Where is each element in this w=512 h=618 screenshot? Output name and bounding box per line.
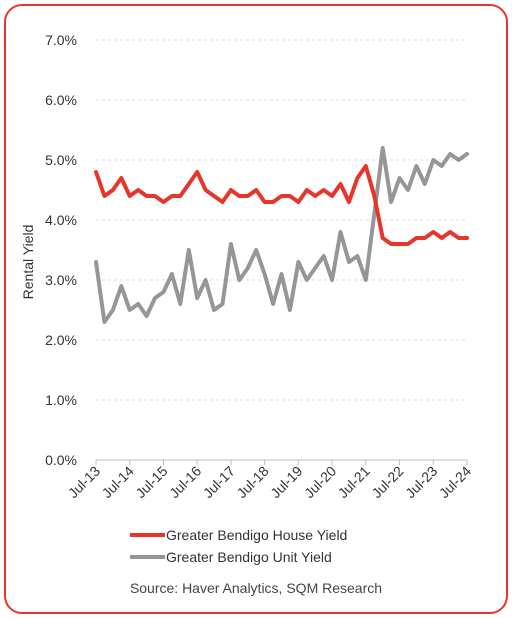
y-tick-label: 1.0%: [45, 392, 77, 408]
x-tick-label: Jul-19: [267, 463, 305, 501]
x-tick-label: Jul-14: [99, 463, 137, 501]
grid-lines: [96, 39, 467, 461]
unit-yield-line: [94, 146, 469, 324]
y-tick-label: 7.0%: [45, 32, 77, 48]
y-tick-label: 3.0%: [45, 272, 77, 288]
x-tick-label: Jul-18: [233, 463, 271, 501]
y-axis-ticks: 0.0% 1.0% 2.0% 3.0% 4.0% 5.0% 6.0% 7.0%: [45, 32, 77, 468]
y-tick-label: 4.0%: [45, 212, 77, 228]
legend: Greater Bendigo House Yield Greater Bend…: [130, 527, 347, 565]
x-tick-label: Jul-20: [301, 463, 339, 501]
x-tick-label: Jul-23: [402, 463, 440, 501]
x-tick-label: Jul-17: [200, 463, 238, 501]
y-axis-label: Rental Yield: [20, 225, 36, 300]
x-tick-label: Jul-24: [436, 463, 474, 501]
x-tick-label: Jul-21: [335, 463, 373, 501]
x-tick-label: Jul-13: [65, 463, 103, 501]
x-tick-label: Jul-22: [368, 463, 406, 501]
x-axis-ticks: Jul-13Jul-14Jul-15Jul-16Jul-17Jul-18Jul-…: [65, 460, 474, 501]
y-tick-label: 5.0%: [45, 152, 77, 168]
x-tick-label: Jul-15: [132, 463, 170, 501]
house-yield-line: [94, 164, 469, 246]
legend-label-unit: Greater Bendigo Unit Yield: [166, 549, 332, 565]
y-tick-label: 0.0%: [45, 452, 77, 468]
chart-card: [4, 4, 508, 614]
legend-label-house: Greater Bendigo House Yield: [166, 527, 347, 543]
x-tick-label: Jul-16: [166, 463, 204, 501]
y-tick-label: 2.0%: [45, 332, 77, 348]
y-tick-label: 6.0%: [45, 92, 77, 108]
source-note: Source: Haver Analytics, SQM Research: [129, 580, 383, 596]
series-lines: [94, 146, 469, 324]
